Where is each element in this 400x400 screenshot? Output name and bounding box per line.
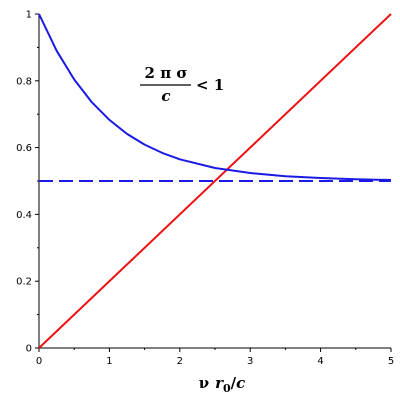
y-tick-label-0: 0: [26, 344, 32, 355]
x-tick-label-2: 2: [177, 356, 183, 367]
ticks: 0 1 2 3 4 5 0 0.2 0.4 0.6 0.8 1: [16, 10, 394, 368]
x-axis-label: ν r0/c: [199, 374, 246, 395]
annotation: 2 π σ c < 1: [140, 64, 224, 105]
series-line-red-diagonal: [38, 13, 392, 349]
annotation-relation: < 1: [196, 76, 224, 94]
x-axis-label-den: c: [236, 374, 245, 392]
x-tick-label-0: 0: [36, 356, 42, 367]
series-line-blue-curve: [38, 13, 392, 181]
x-tick-label-1: 1: [106, 356, 112, 367]
x-axis-label-var: r: [215, 374, 224, 392]
y-tick-label-4: 0.8: [16, 76, 32, 87]
x-tick-label-4: 4: [317, 356, 323, 367]
y-tick-label-2: 0.4: [16, 210, 32, 221]
annotation-denominator: c: [161, 87, 170, 105]
x-tick-label-5: 5: [388, 356, 394, 367]
x-axis-label-sub: 0: [223, 382, 231, 395]
x-axis-label-base: ν: [199, 374, 209, 392]
x-tick-label-3: 3: [247, 356, 253, 367]
x-axis-label-slash: /: [231, 374, 237, 392]
annotation-numerator: 2 π σ: [145, 64, 188, 82]
y-tick-label-3: 0.6: [16, 143, 32, 154]
y-tick-label-5: 1: [26, 10, 32, 21]
y-tick-label-1: 0.2: [16, 277, 32, 288]
series-layer: [38, 13, 392, 349]
